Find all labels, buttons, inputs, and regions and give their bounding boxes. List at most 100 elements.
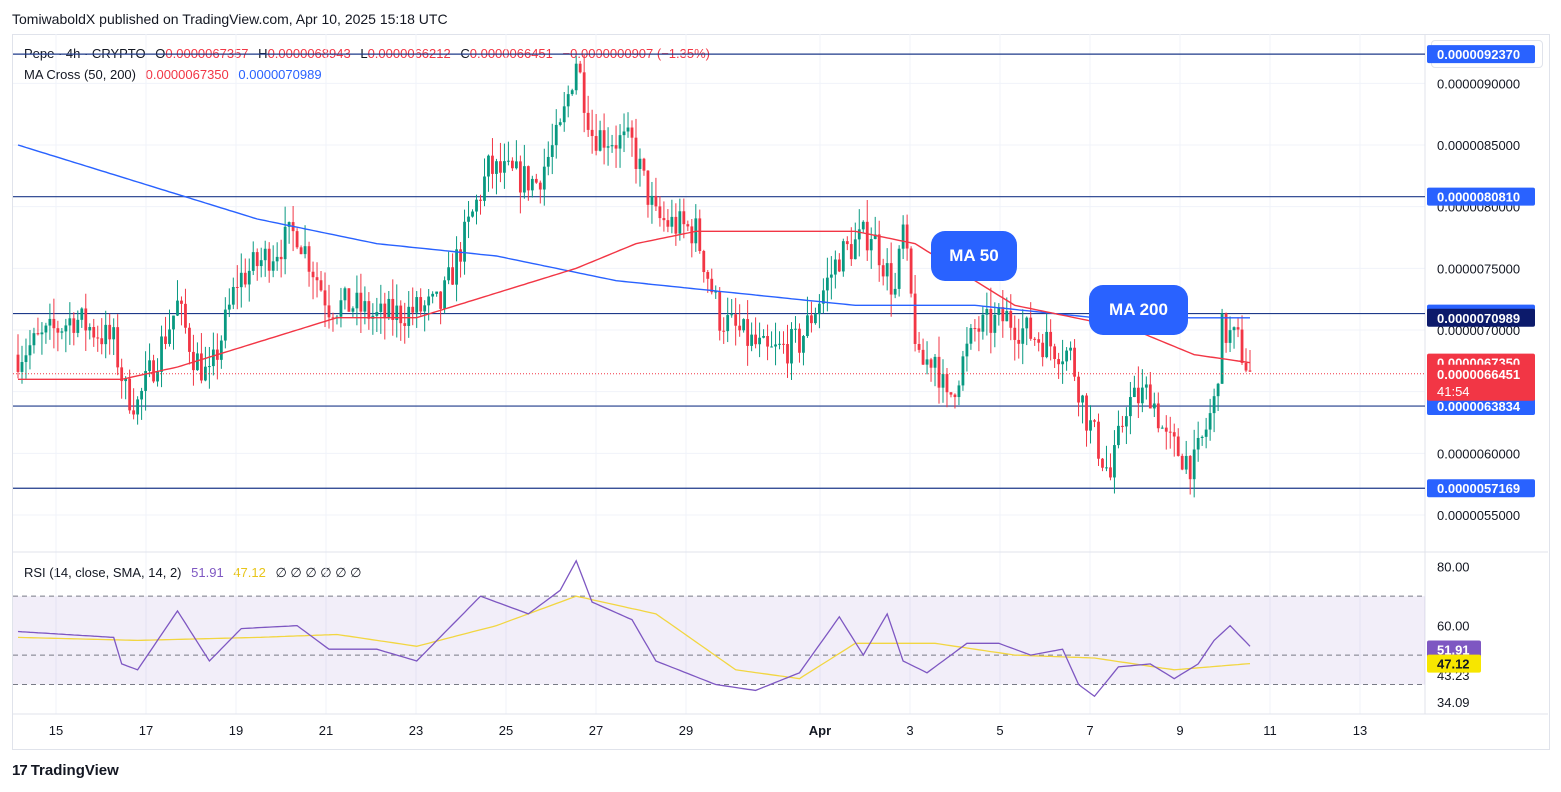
candle — [16, 334, 20, 379]
candle-body — [1152, 403, 1156, 409]
candle — [662, 201, 666, 232]
candle — [786, 324, 789, 378]
ma50-callout: MA 50 — [931, 231, 1017, 281]
candle — [48, 303, 52, 340]
candle — [64, 318, 68, 353]
candle-body — [869, 239, 873, 251]
candle — [255, 248, 259, 281]
candle — [945, 367, 949, 408]
candle-body — [1053, 346, 1057, 360]
candle — [550, 123, 554, 175]
candle — [949, 392, 953, 398]
candle-body — [128, 378, 132, 411]
candle — [1216, 382, 1220, 412]
candle-body — [662, 218, 666, 221]
candle-body — [247, 270, 251, 285]
rsi-line — [17, 559, 1251, 698]
candle — [1105, 445, 1108, 472]
candle — [810, 301, 813, 333]
candle-body — [618, 135, 622, 149]
candle — [267, 242, 271, 283]
candle — [176, 280, 179, 317]
candle-body — [758, 337, 761, 345]
candle — [200, 333, 203, 384]
candle — [522, 144, 526, 199]
level-badge: 0.0000080810 — [1427, 187, 1535, 206]
candle — [68, 302, 72, 345]
candle — [100, 318, 104, 355]
price-tick-label: 0.0000090000 — [1437, 76, 1520, 91]
candle-body — [267, 248, 271, 271]
candle-body — [351, 308, 355, 312]
candle — [610, 134, 614, 153]
candle — [997, 303, 1001, 326]
candle-body — [622, 131, 626, 136]
candle-body — [829, 274, 833, 278]
candle-body — [841, 241, 845, 272]
candle — [44, 322, 48, 344]
candle — [538, 180, 542, 204]
candle — [929, 357, 933, 382]
candle — [1125, 407, 1128, 445]
candle-body — [530, 178, 534, 191]
candle — [343, 286, 347, 310]
candle — [778, 331, 781, 350]
candle-body — [1176, 436, 1180, 456]
candle — [247, 258, 251, 302]
candle-body — [140, 390, 143, 400]
candle-body — [762, 336, 765, 338]
candle — [239, 253, 243, 308]
candle-body — [275, 256, 279, 262]
candle — [1228, 316, 1232, 353]
candle — [722, 317, 726, 344]
candle — [977, 316, 981, 352]
candle — [463, 209, 466, 275]
candle — [1053, 343, 1057, 369]
candle-body — [774, 344, 777, 347]
high-label: H — [258, 46, 268, 61]
candle-body — [522, 166, 526, 193]
candle-body — [16, 354, 20, 372]
candle — [973, 319, 977, 342]
candle-body — [467, 216, 470, 222]
candle-body — [1057, 359, 1061, 365]
candle — [188, 323, 191, 365]
candle-body — [582, 72, 586, 113]
rsi-band — [13, 596, 1425, 685]
candle-body — [1073, 347, 1076, 377]
rsi-indicator-name[interactable]: RSI (14, close, SMA, 14, 2) — [24, 565, 182, 580]
open-value: 0.0000067357 — [165, 46, 249, 61]
candle-body — [463, 221, 466, 262]
candle-body — [319, 280, 323, 291]
candle — [913, 275, 917, 352]
symbol-label[interactable]: Pepe · 4h · CRYPTO — [24, 46, 146, 61]
ma-indicator-name[interactable]: MA Cross (50, 200) — [24, 67, 136, 82]
candle-body — [698, 218, 702, 251]
candle — [1097, 413, 1100, 466]
time-tick-label: 7 — [1086, 723, 1093, 738]
candle — [694, 204, 698, 252]
ma200-line — [17, 144, 1250, 319]
candle — [518, 155, 522, 214]
candle — [546, 141, 550, 176]
candle — [315, 262, 319, 298]
tradingview-brand[interactable]: 17 TradingView — [12, 762, 119, 779]
candle-body — [1017, 339, 1021, 344]
candle-body — [1156, 403, 1160, 429]
candle — [1033, 337, 1037, 346]
time-tick-label: 9 — [1176, 723, 1183, 738]
candle — [790, 322, 793, 380]
candle-body — [184, 303, 187, 328]
candle-body — [678, 211, 682, 234]
candle — [52, 298, 56, 349]
candle — [718, 287, 722, 341]
candle-body — [969, 328, 973, 344]
candle-body — [92, 327, 96, 338]
candle-body — [1081, 395, 1084, 403]
candle-body — [802, 336, 805, 353]
candle-body — [499, 161, 502, 173]
level-badge: 0.0000057169 — [1427, 479, 1535, 498]
candle-body — [407, 306, 411, 326]
candle — [259, 247, 263, 278]
